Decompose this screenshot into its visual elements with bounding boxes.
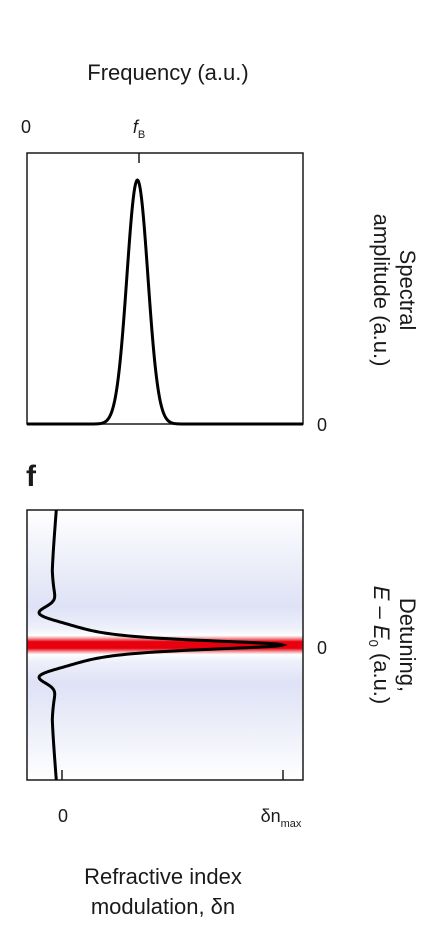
- detuning-x-axis-label-line-2: modulation, δn: [91, 894, 235, 919]
- panel-label-f: f: [26, 460, 37, 493]
- detuning-y-axis-label-line-2: E – E0 (a.u.): [366, 586, 394, 705]
- detuning-panel: f 0 δnmax 0 Detuning, E – E0 (a.u.) Refr…: [26, 460, 420, 919]
- detuning-y-axis-label: Detuning, E – E0 (a.u.): [366, 586, 420, 705]
- detuning-plot-frame: [26, 509, 304, 781]
- spectrum-y-tick-0: 0: [317, 415, 327, 435]
- spectrum-x-axis-label: Frequency (a.u.): [87, 60, 248, 85]
- detuning-x-tick-0: 0: [58, 806, 68, 826]
- detuning-x-axis-label-line-1: Refractive index: [84, 864, 242, 889]
- spectrum-panel: Frequency (a.u.) 0 fB 0 Spectral amplitu…: [21, 60, 420, 435]
- detuning-x-tick-max: δnmax: [261, 806, 302, 830]
- spectrum-y-axis-label-line-1: Spectral: [395, 250, 420, 331]
- spectrum-curve: [27, 178, 303, 426]
- detuning-heatmap: [27, 510, 303, 780]
- detuning-y-tick-0: 0: [317, 638, 327, 658]
- detuning-curve: [37, 509, 288, 781]
- spectrum-plot-frame: [26, 152, 304, 425]
- spectrum-y-axis-label: Spectral amplitude (a.u.): [369, 214, 420, 367]
- spectrum-y-axis-label-line-2: amplitude (a.u.): [369, 214, 394, 367]
- spectrum-x-tick-0: 0: [21, 117, 31, 137]
- spectrum-x-tick-fb: fB: [133, 117, 145, 141]
- detuning-y-axis-label-line-1: Detuning,: [395, 598, 420, 692]
